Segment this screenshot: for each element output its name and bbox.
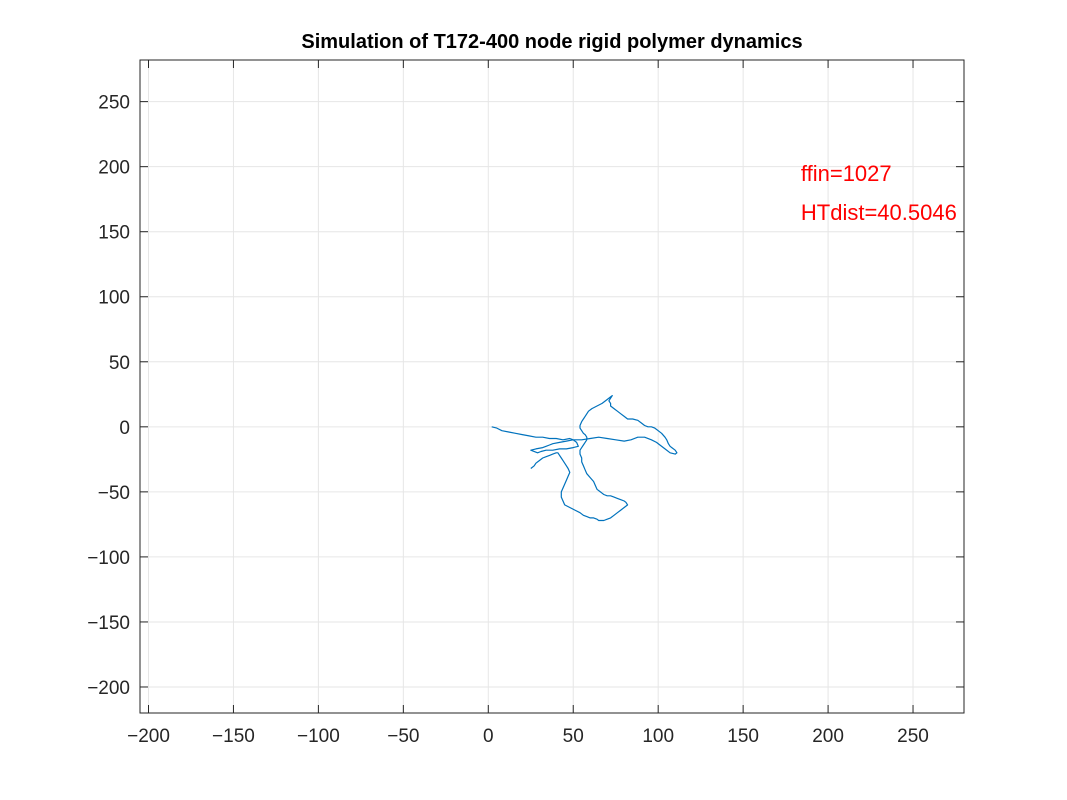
x-tick-label: −150 bbox=[212, 726, 255, 747]
y-tick-label: 100 bbox=[98, 288, 130, 309]
y-tick-label: 50 bbox=[109, 353, 130, 374]
x-tick-label: 50 bbox=[563, 726, 584, 747]
y-tick-label: 0 bbox=[119, 418, 130, 439]
annotation-text: HTdist=40.5046 bbox=[801, 200, 957, 225]
ticks: −200 −150 −100 −50 0 50 100 150 200 250 −200 −150 −1… bbox=[87, 60, 964, 747]
y-tick-label: 250 bbox=[98, 93, 130, 114]
y-tick-label: 150 bbox=[98, 223, 130, 244]
x-tick-label: 250 bbox=[897, 726, 929, 747]
y-tick-label: −100 bbox=[87, 548, 130, 569]
x-tick-label: −50 bbox=[387, 726, 419, 747]
axes-box bbox=[139, 59, 965, 714]
series-line-polymer bbox=[491, 395, 678, 522]
grid bbox=[140, 60, 964, 713]
x-tick-label: 150 bbox=[727, 726, 759, 747]
x-tick-label: −200 bbox=[127, 726, 170, 747]
chart-title: Simulation of T172-400 node rigid polyme… bbox=[301, 31, 802, 53]
annotations: ffin=1027 HTdist=40.5046 bbox=[801, 161, 957, 225]
x-tick-label: 100 bbox=[642, 726, 674, 747]
x-tick-label: 200 bbox=[812, 726, 844, 747]
y-tick-label: −150 bbox=[87, 613, 130, 634]
x-tick-label: −100 bbox=[297, 726, 340, 747]
x-tick-label: 0 bbox=[483, 726, 494, 747]
series-layer bbox=[491, 395, 678, 522]
y-tick-label: 200 bbox=[98, 158, 130, 179]
y-tick-label: −50 bbox=[98, 483, 130, 504]
y-tick-label: −200 bbox=[87, 678, 130, 699]
annotation-text: ffin=1027 bbox=[801, 161, 892, 186]
